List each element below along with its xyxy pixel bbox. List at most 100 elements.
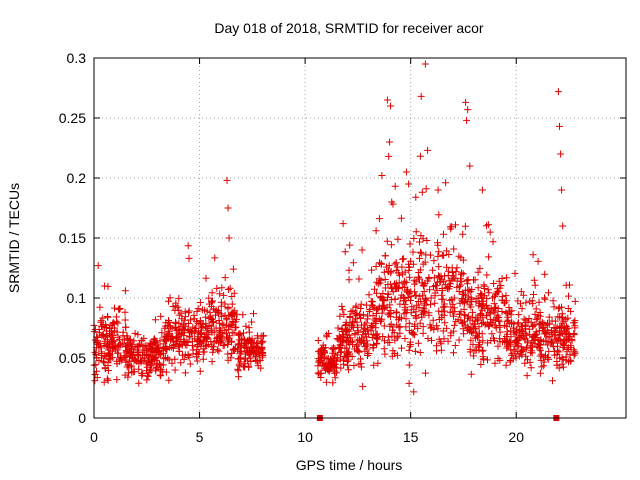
data-point: [225, 234, 233, 242]
data-point: [393, 309, 401, 317]
data-point: [364, 315, 372, 323]
data-point: [251, 353, 259, 361]
data-point: [461, 311, 469, 319]
data-point: [489, 238, 497, 246]
data-point: [331, 369, 339, 377]
data-point: [502, 309, 510, 317]
data-point: [162, 354, 170, 362]
data-point: [544, 341, 552, 349]
data-point: [491, 293, 499, 301]
data-point: [330, 345, 337, 353]
data-point: [322, 378, 330, 386]
data-point: [552, 324, 560, 332]
data-point: [228, 300, 236, 308]
data-point: [405, 361, 413, 369]
data-point: [417, 249, 425, 257]
data-point: [502, 292, 510, 300]
data-point: [369, 302, 377, 310]
chart-title: Day 018 of 2018, SRMTID for receiver aco…: [214, 20, 484, 36]
data-point: [121, 308, 129, 316]
data-point: [356, 336, 363, 344]
data-point: [108, 353, 116, 361]
data-point: [435, 211, 443, 219]
data-point: [357, 300, 365, 308]
data-point: [530, 276, 538, 284]
data-point: [556, 354, 564, 362]
data-point: [122, 353, 130, 361]
data-point: [152, 363, 160, 371]
data-point: [187, 316, 195, 324]
data-point: [411, 288, 419, 296]
data-point: [567, 342, 575, 350]
data-point: [468, 286, 476, 293]
data-point: [342, 318, 350, 326]
data-point: [384, 339, 392, 347]
data-point: [370, 304, 378, 312]
data-point: [421, 60, 429, 68]
data-point: [215, 347, 223, 355]
data-point: [555, 305, 563, 313]
data-point: [446, 223, 454, 231]
data-point: [375, 275, 383, 283]
data-point: [259, 349, 267, 357]
data-point: [508, 351, 516, 359]
data-point: [229, 265, 237, 273]
x-tick-label: 0: [90, 429, 98, 445]
data-point: [558, 310, 566, 318]
data-point: [258, 345, 266, 353]
data-point: [445, 251, 453, 258]
data-point: [457, 254, 465, 262]
data-point: [139, 351, 146, 359]
data-point: [115, 341, 122, 349]
data-point: [158, 329, 166, 337]
data-point: [224, 350, 232, 358]
data-point: [545, 313, 553, 321]
data-point: [484, 221, 492, 229]
data-point: [119, 339, 127, 347]
data-point: [558, 303, 566, 311]
data-point: [522, 325, 530, 333]
data-point: [207, 326, 215, 334]
data-point: [551, 351, 559, 359]
data-point: [110, 324, 118, 332]
data-point: [537, 338, 545, 346]
data-point: [391, 295, 399, 303]
data-point: [506, 357, 514, 364]
data-point: [174, 303, 182, 311]
data-point: [373, 289, 381, 297]
data-point: [452, 268, 460, 276]
data-point: [214, 307, 222, 314]
data-point: [410, 388, 418, 396]
data-point: [423, 237, 431, 244]
data-point: [405, 346, 413, 354]
data-point: [396, 271, 403, 279]
data-point: [99, 358, 107, 366]
data-point: [435, 307, 443, 315]
data-point: [357, 355, 364, 363]
data-point: [416, 349, 424, 356]
data-point: [425, 275, 433, 283]
data-point: [257, 332, 265, 340]
data-point: [450, 245, 458, 253]
x-tick-label: 5: [196, 429, 204, 445]
data-point: [556, 122, 563, 130]
data-point: [345, 366, 353, 374]
data-point: [328, 359, 335, 367]
data-point: [555, 364, 563, 372]
data-point: [203, 307, 211, 315]
data-point: [174, 342, 182, 350]
data-point: [345, 348, 353, 356]
data-point: [371, 285, 378, 293]
data-point: [449, 300, 457, 308]
data-point: [459, 230, 467, 238]
data-point: [245, 362, 253, 370]
data-point: [559, 222, 567, 230]
data-point: [460, 311, 468, 319]
data-point: [346, 241, 354, 249]
data-point: [487, 305, 495, 312]
data-point: [523, 344, 531, 352]
data-point: [471, 317, 479, 325]
data-point: [474, 268, 482, 276]
data-point: [566, 281, 573, 289]
data-point: [200, 348, 208, 356]
